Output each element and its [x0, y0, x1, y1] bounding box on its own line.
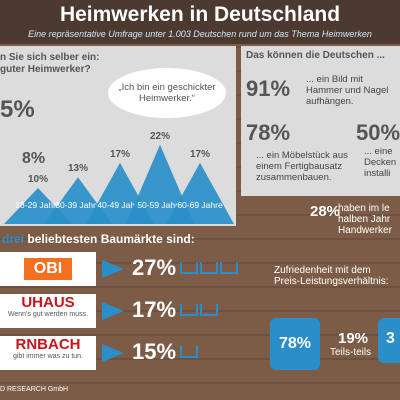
- logo-tagline: gibt immer was zu tun.: [12, 353, 84, 360]
- stores-highlight: drei: [2, 232, 25, 246]
- logo-text: OBI: [23, 258, 73, 280]
- skills-title: Das können die Deutschen ...: [246, 50, 385, 61]
- cart-icon: [200, 262, 218, 274]
- quote: „Ich bin ein geschickter Heimwerker.“: [118, 82, 216, 104]
- q2: guter Heimwerker?: [0, 64, 91, 75]
- cart-icon: [180, 346, 198, 358]
- arrow: [102, 344, 124, 362]
- mountain: [126, 144, 194, 224]
- partly-share: 19%: [338, 330, 369, 347]
- unsatisfied-share: 3: [386, 330, 395, 347]
- cart-icon: [180, 304, 198, 316]
- title: Heimwerken in Deutschland: [59, 3, 341, 26]
- store-logo: RNBACH gibt immer was zu tun.: [0, 336, 96, 370]
- craftsmen-share: 28%: [310, 203, 341, 220]
- mountain: [166, 162, 234, 224]
- stores-title: drei beliebtesten Baumärkte sind:: [2, 232, 195, 246]
- subtitle: Eine repräsentative Umfrage unter 1.003 …: [28, 29, 372, 39]
- skill-text: ... ein Möbelstück aus einem Fertigbausa…: [256, 150, 348, 183]
- cart-icon: [220, 262, 238, 274]
- question: n Sie sich selber ein: guter Heimwerker?: [0, 52, 99, 76]
- satisfaction-title: Zufriedenheit mit dem Preis-Leistungsver…: [274, 265, 389, 287]
- skill-share: 78%: [246, 120, 291, 145]
- craftsmen-text: haben im le halben Jahr Handwerker: [338, 203, 392, 236]
- skill-text: ... eine Decken installi: [364, 146, 397, 179]
- skill-share: 91%: [246, 76, 291, 101]
- age-value: 13%: [68, 163, 88, 174]
- footer: D RESEARCH GmbH: [0, 386, 69, 393]
- store-share: 27%: [132, 255, 177, 280]
- stores-rest: beliebtesten Baumärkte sind:: [27, 232, 195, 246]
- store-share: 17%: [132, 297, 177, 322]
- male-share: 8%: [22, 150, 46, 167]
- arrow: [102, 260, 124, 278]
- logo-text: UHAUS: [21, 294, 75, 311]
- satisfied: 78%: [270, 318, 320, 370]
- age-value: 10%: [28, 174, 48, 185]
- age-mountains: 10% 18-29 Jahre 13% 30-39 Jahre 17% 40-49 Jah…: [4, 131, 234, 224]
- age-label: 30-39 Jahre: [55, 200, 101, 210]
- store-share: 15%: [132, 339, 177, 364]
- store-logo: OBI: [0, 252, 96, 286]
- female-share: 5%: [0, 96, 35, 123]
- unsatisfied: 3: [378, 318, 400, 363]
- arrow: [102, 302, 124, 320]
- logo-text: RNBACH: [15, 336, 81, 353]
- partly-label: Teils-teils: [330, 347, 372, 358]
- age-label: 18-29 Jahre: [15, 200, 61, 210]
- age-label: 60-69 Jahre: [177, 200, 223, 210]
- store-logo: UHAUS Wenn's gut werden muss.: [0, 294, 96, 328]
- age-value: 17%: [190, 149, 210, 160]
- age-label: 50-59 Jahre: [137, 200, 183, 210]
- quote-bubble: „Ich bin ein geschickter Heimwerker.“: [108, 68, 226, 118]
- skills-panel: [241, 46, 400, 196]
- satisfied-share: 78%: [278, 335, 312, 352]
- age-label: 40-49 Jahre: [97, 200, 143, 210]
- age-value: 17%: [110, 149, 130, 160]
- header: [0, 0, 400, 44]
- cart-icon: [200, 304, 218, 316]
- cart-icon: [180, 262, 198, 274]
- q1: n Sie sich selber ein:: [0, 52, 100, 63]
- skill-share: 50%: [356, 120, 400, 145]
- logo-tagline: Wenn's gut werden muss.: [7, 311, 89, 318]
- age-value: 22%: [150, 131, 170, 142]
- skill-text: ... ein Bild mit Hammer und Nagel aufhän…: [306, 74, 389, 107]
